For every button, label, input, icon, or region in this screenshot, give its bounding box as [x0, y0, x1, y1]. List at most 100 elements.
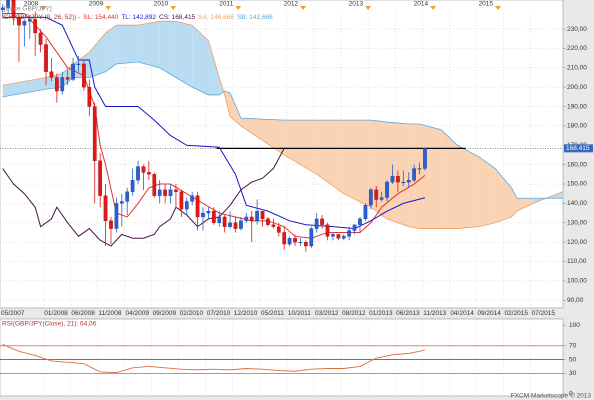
candle-body [217, 216, 222, 223]
candle-body [98, 160, 102, 196]
candle-body [368, 189, 373, 206]
candle-body [22, 21, 27, 26]
cloud-line [2, 61, 563, 199]
candle-body [184, 201, 189, 210]
candle-body [233, 222, 238, 229]
cloud-segment [370, 120, 388, 219]
year-label: 2010 [154, 1, 169, 8]
cloud-segment [24, 77, 47, 93]
candle-body [201, 212, 205, 218]
y-tick-label: 180,00 [567, 123, 587, 130]
candle-body [174, 189, 178, 192]
y-tick-label: 120,00 [567, 239, 587, 246]
year-label: 2014 [414, 1, 429, 8]
footer: FXCM Marketscope © 2013 [511, 392, 592, 400]
candle-body [396, 176, 400, 183]
candle-body [44, 44, 48, 72]
candle-body [255, 210, 259, 221]
candle-body [266, 218, 270, 225]
candle-body [82, 63, 86, 88]
x-tick-label: 06/2013 [396, 310, 420, 317]
cloud-segment [230, 92, 241, 126]
y-tick-label: 100,00 [567, 278, 587, 285]
candle-body [195, 195, 200, 218]
year-marker [495, 6, 502, 10]
candle-body [49, 71, 54, 78]
candle-body [260, 210, 265, 220]
year-label: 2008 [24, 1, 39, 8]
candle-body [320, 218, 324, 225]
y-tick-label: 210,00 [567, 65, 587, 72]
candle-body [6, 0, 10, 8]
cloud-segment [175, 21, 193, 88]
cloud-segment [116, 25, 139, 64]
candle-body [347, 230, 352, 237]
y-tick-label: 110,00 [567, 258, 587, 265]
x-tick-label: 04/2009 [126, 310, 150, 317]
candle-body [33, 19, 38, 34]
x-tick-label: 10/2011 [288, 310, 311, 317]
cloud-segment [208, 40, 220, 95]
year-marker [40, 6, 47, 10]
chart-title: [Price GBP/JPY] [4, 6, 52, 13]
year-label: 2013 [349, 1, 364, 8]
cloud-segment [240, 118, 285, 155]
y-tick-label: 160,00 [567, 161, 587, 168]
x-tick-label: 04/2014 [450, 310, 474, 317]
candle-body [249, 216, 254, 221]
x-tick-label: 05/2011 [261, 310, 284, 317]
plot-area [0, 0, 563, 252]
x-tick-label: 12/2010 [234, 310, 258, 317]
x-tick-label: 01/2008 [44, 310, 68, 317]
candle-body [222, 216, 227, 227]
candle-body [390, 176, 395, 183]
candle-body [27, 19, 32, 22]
cloud-segment [2, 81, 25, 97]
candle-body [276, 226, 281, 233]
candle-body [309, 228, 314, 247]
candle-body [136, 166, 140, 181]
year-label: 2011 [219, 1, 233, 8]
candle-body [71, 63, 75, 80]
year-marker [105, 6, 112, 10]
candle-body [141, 166, 146, 173]
year-marker [365, 6, 372, 10]
year-label: 2012 [284, 1, 299, 8]
cloud-segment [419, 123, 442, 229]
candle-body [331, 234, 335, 237]
candle-body [65, 77, 70, 80]
candle-body [92, 106, 97, 161]
candle-body [417, 168, 422, 170]
cloud-segment [441, 129, 458, 229]
plot-area [2, 344, 426, 374]
candle-body [304, 241, 308, 247]
cloud-segment [495, 168, 512, 223]
cloud-segment [284, 120, 317, 175]
legend-entry: TL: 142,892 [121, 14, 156, 21]
legend-entry: SL: 154,440 [83, 14, 118, 21]
x-tick-label: 11/2008 [98, 310, 121, 317]
y-tick-label: 0 [569, 391, 573, 398]
y-tick-label: 30 [569, 370, 577, 377]
candle-body [385, 181, 389, 198]
x-tick-label: 01/2013 [369, 310, 393, 317]
candle-body [336, 234, 341, 239]
cloud-segment [138, 21, 160, 68]
candle-body [314, 218, 319, 229]
candle-body [358, 218, 362, 225]
y-tick-label: 140,00 [567, 200, 587, 207]
x-tick-label: 07/2015 [532, 310, 556, 317]
indicator-line [2, 148, 285, 247]
cloud-segment [511, 187, 517, 217]
candle-body [0, 7, 5, 10]
cloud-segment [159, 21, 176, 78]
candle-body [325, 224, 330, 237]
candle-body [103, 195, 108, 221]
rsi-panel [0, 318, 564, 397]
y-tick-label: 190,00 [567, 103, 587, 110]
candle-body [293, 238, 297, 243]
candle-body [157, 189, 162, 196]
year-marker [430, 6, 437, 10]
